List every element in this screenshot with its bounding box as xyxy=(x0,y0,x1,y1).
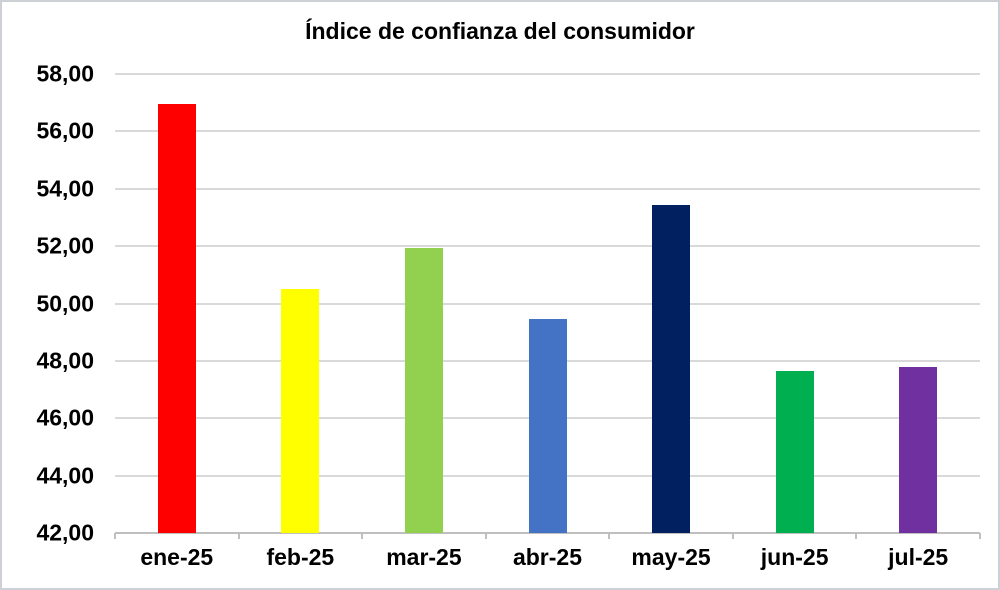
x-axis-category-label: abr-25 xyxy=(512,544,582,570)
x-axis-tick xyxy=(361,533,364,539)
y-axis-tick-label: 50,00 xyxy=(36,290,94,316)
y-axis-tick-label: 46,00 xyxy=(36,404,94,431)
x-axis-category-label: feb-25 xyxy=(266,544,335,570)
bar-jun-25 xyxy=(775,370,814,533)
bar-abr-25 xyxy=(528,319,567,533)
chart-title: Índice de confianza del consumidor xyxy=(305,18,695,44)
x-axis-category-label: jun-25 xyxy=(760,544,829,570)
x-axis-category-label: mar-25 xyxy=(386,544,462,570)
plot-area xyxy=(115,73,980,534)
y-axis-tick-label: 58,00 xyxy=(36,60,94,87)
gridline xyxy=(115,73,980,75)
y-axis-tick-label: 54,00 xyxy=(36,175,94,202)
y-axis-tick-label: 48,00 xyxy=(36,347,94,374)
x-axis: ene-25 feb-25 mar-25 abr-25 may-25 jun-25 jul-… xyxy=(115,544,980,576)
x-axis-tick xyxy=(484,533,487,539)
x-axis-tick xyxy=(979,533,981,539)
gridline xyxy=(115,187,980,190)
gridline xyxy=(115,302,980,305)
bar-ene-25 xyxy=(157,104,196,533)
x-axis-category-label: may-25 xyxy=(631,544,711,570)
y-axis-tick-label: 42,00 xyxy=(36,519,94,546)
x-axis-category-label: ene-25 xyxy=(140,544,214,570)
x-axis-category-label: jul-25 xyxy=(888,544,949,570)
bar-mar-25 xyxy=(404,247,443,533)
bar-may-25 xyxy=(652,204,691,533)
gridline xyxy=(115,130,980,133)
y-axis: 58,00 56,00 54,00 52,00 50,00 48,00 46,00 44,00… xyxy=(2,61,94,546)
y-axis-tick-label: 56,00 xyxy=(36,117,94,144)
x-axis-tick xyxy=(731,533,734,539)
x-axis-line xyxy=(115,532,980,534)
x-axis-tick xyxy=(855,533,858,539)
y-axis-tick-label: 44,00 xyxy=(36,462,94,489)
x-axis-tick xyxy=(608,533,611,539)
y-axis-tick-label: 52,00 xyxy=(36,232,94,259)
x-axis-tick xyxy=(114,533,116,539)
bar-jul-25 xyxy=(899,366,938,533)
bar-feb-25 xyxy=(281,289,320,533)
x-axis-tick xyxy=(237,533,240,539)
gridline xyxy=(115,245,980,248)
